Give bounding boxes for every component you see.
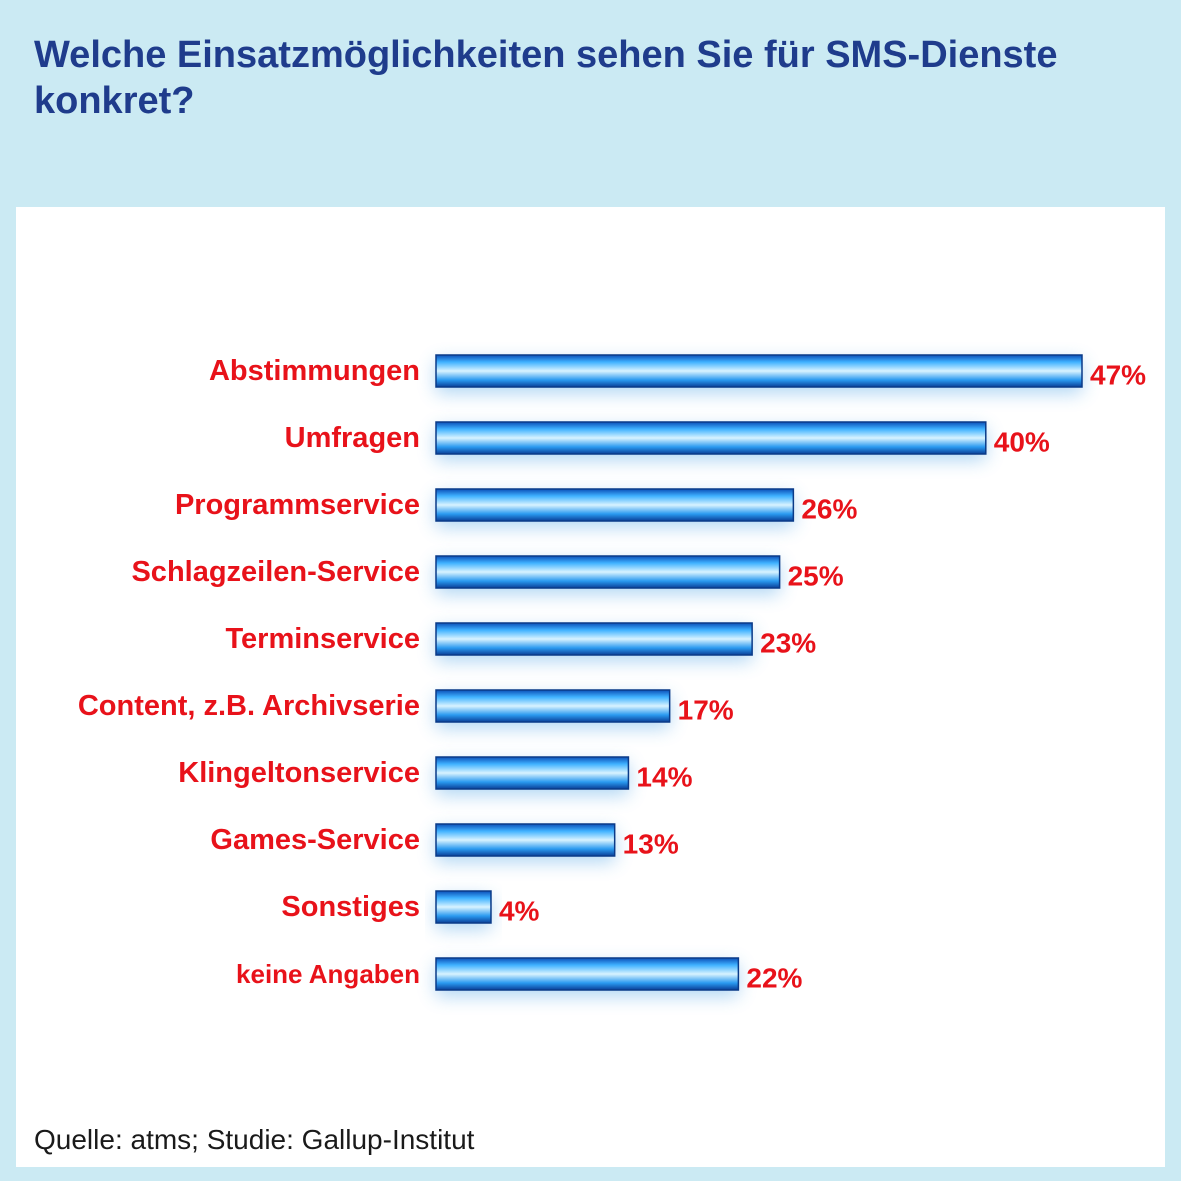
value-label: 26% <box>801 494 857 525</box>
bar-row: Sonstiges 4% <box>281 890 540 929</box>
bar <box>435 890 492 924</box>
category-label: Klingeltonservice <box>178 757 420 789</box>
bar <box>435 689 671 723</box>
bar <box>435 555 781 589</box>
bar-row: Programmservice 26% <box>175 488 858 527</box>
source-note: Quelle: atms; Studie: Gallup-Institut <box>34 1124 475 1155</box>
bar-row: Abstimmungen 47% <box>209 354 1146 393</box>
category-label: Games-Service <box>210 824 420 856</box>
value-label: 14% <box>636 762 692 793</box>
bar <box>435 421 987 455</box>
bar-row: Umfragen 40% <box>285 421 1050 460</box>
bar-row: Games-Service 13% <box>210 823 679 862</box>
bar <box>435 354 1083 388</box>
chart-title: Welche Einsatzmöglichkeiten sehen Sie fü… <box>34 34 1058 122</box>
value-label: 40% <box>994 427 1050 458</box>
category-label: Umfragen <box>285 422 420 454</box>
bar <box>435 957 740 991</box>
bar <box>435 622 753 656</box>
category-label: Sonstiges <box>281 891 420 923</box>
category-label: Content, z.B. Archivserie <box>78 690 420 722</box>
bar-row: Terminservice 23% <box>225 622 816 661</box>
category-label: Terminservice <box>225 623 420 655</box>
value-label: 4% <box>499 896 540 927</box>
category-label: Schlagzeilen-Service <box>131 556 420 588</box>
category-label: keine Angaben <box>236 959 420 989</box>
category-label: Programmservice <box>175 489 420 521</box>
value-label: 47% <box>1090 360 1146 391</box>
bar-row: keine Angaben 22% <box>236 957 803 996</box>
value-label: 23% <box>760 628 816 659</box>
value-label: 25% <box>788 561 844 592</box>
bar <box>435 488 795 522</box>
bar-row: Content, z.B. Archivserie 17% <box>78 689 734 728</box>
bar <box>435 823 616 857</box>
value-label: 22% <box>746 963 802 994</box>
value-label: 17% <box>678 695 734 726</box>
value-label: 13% <box>623 829 679 860</box>
bar <box>435 756 630 790</box>
bar-row: Schlagzeilen-Service 25% <box>131 555 844 594</box>
category-label: Abstimmungen <box>209 355 420 387</box>
bar-row: Klingeltonservice 14% <box>178 756 693 795</box>
